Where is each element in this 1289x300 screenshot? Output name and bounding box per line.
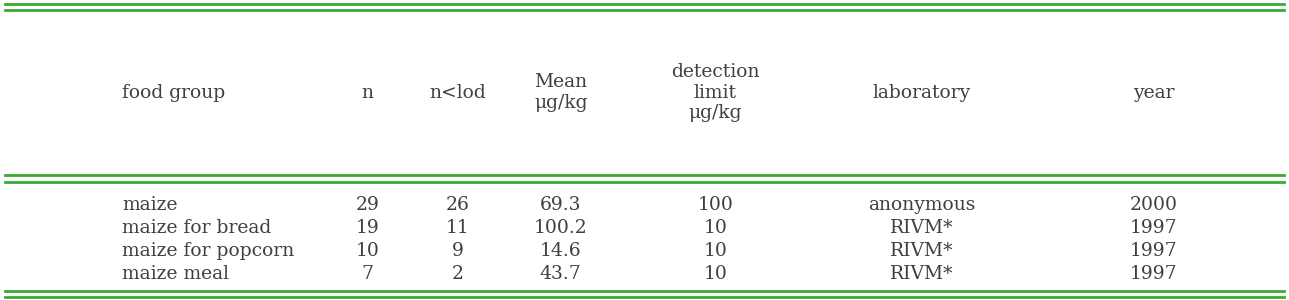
Text: 10: 10 (704, 219, 727, 237)
Text: laboratory: laboratory (873, 83, 971, 101)
Text: 29: 29 (356, 196, 379, 214)
Text: 14.6: 14.6 (540, 242, 581, 260)
Text: 1997: 1997 (1130, 219, 1177, 237)
Text: 100.2: 100.2 (534, 219, 588, 237)
Text: n<lod: n<lod (429, 83, 486, 101)
Text: detection
limit
μg/kg: detection limit μg/kg (672, 63, 759, 122)
Text: 10: 10 (704, 265, 727, 283)
Text: 2: 2 (451, 265, 464, 283)
Text: anonymous: anonymous (867, 196, 976, 214)
Text: RIVM*: RIVM* (889, 219, 954, 237)
Text: RIVM*: RIVM* (889, 265, 954, 283)
Text: 7: 7 (361, 265, 374, 283)
Text: 1997: 1997 (1130, 242, 1177, 260)
Text: maize: maize (122, 196, 178, 214)
Text: 9: 9 (451, 242, 464, 260)
Text: n: n (361, 83, 374, 101)
Text: food group: food group (122, 83, 226, 101)
Text: 43.7: 43.7 (540, 265, 581, 283)
Text: 2000: 2000 (1129, 196, 1178, 214)
Text: 10: 10 (704, 242, 727, 260)
Text: 26: 26 (446, 196, 469, 214)
Text: 100: 100 (697, 196, 733, 214)
Text: 19: 19 (356, 219, 379, 237)
Text: 69.3: 69.3 (540, 196, 581, 214)
Text: year: year (1133, 83, 1174, 101)
Text: 10: 10 (356, 242, 379, 260)
Text: RIVM*: RIVM* (889, 242, 954, 260)
Text: maize meal: maize meal (122, 265, 229, 283)
Text: Mean
μg/kg: Mean μg/kg (534, 73, 588, 112)
Text: maize for popcorn: maize for popcorn (122, 242, 295, 260)
Text: maize for bread: maize for bread (122, 219, 272, 237)
Text: 11: 11 (446, 219, 469, 237)
Text: 1997: 1997 (1130, 265, 1177, 283)
